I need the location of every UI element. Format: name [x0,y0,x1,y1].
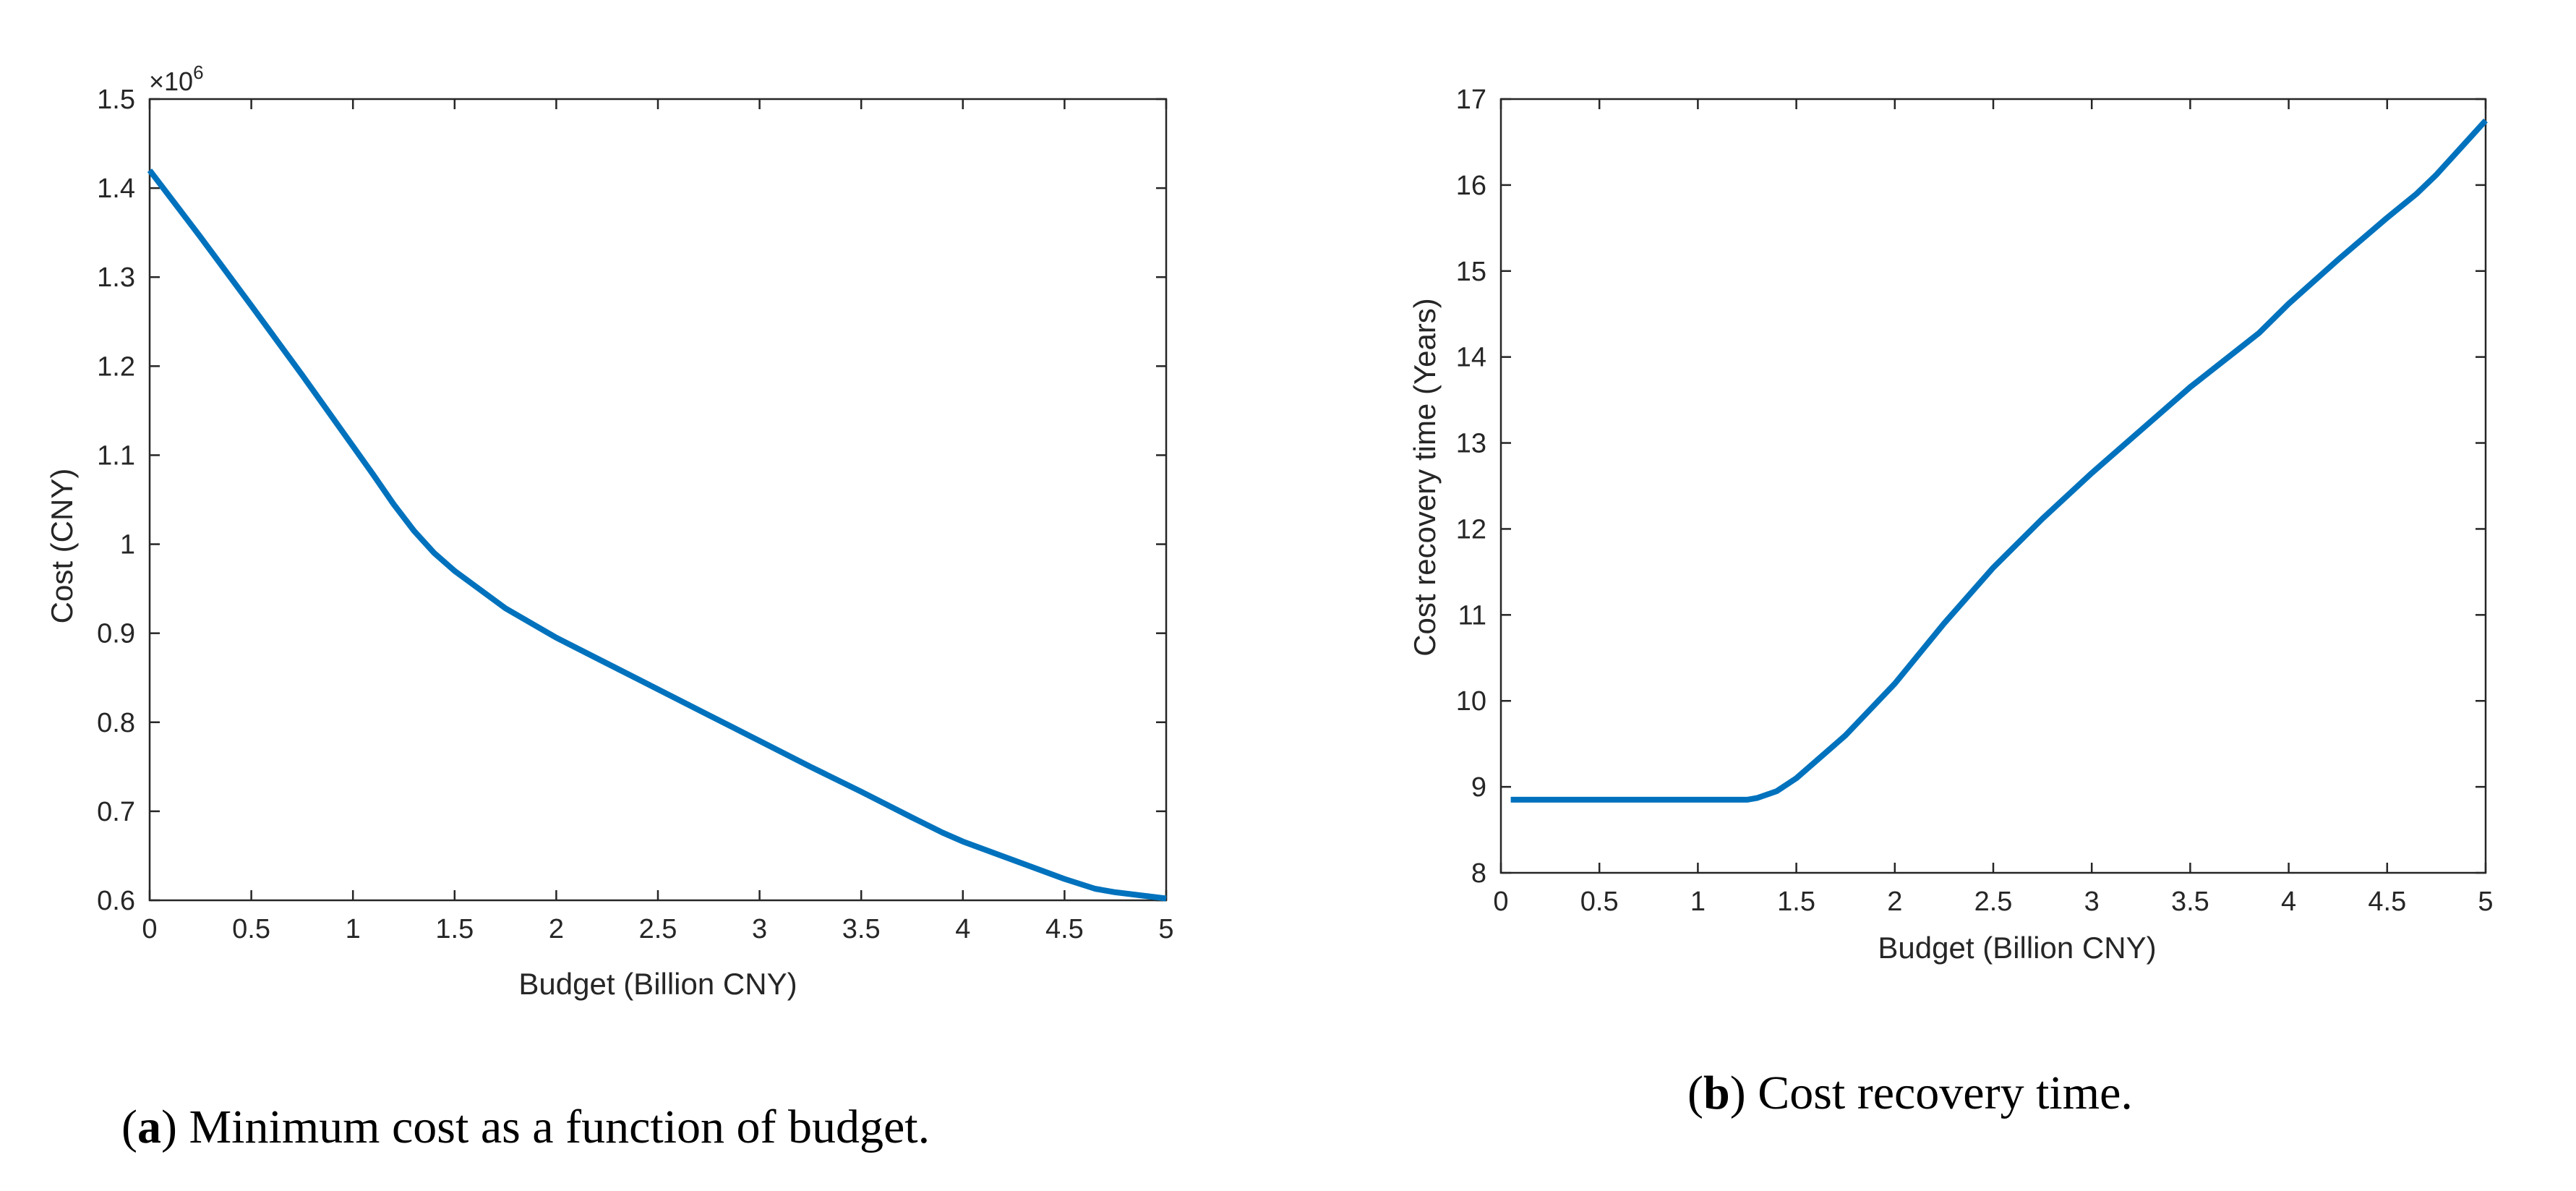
panel-a-x-tick-label: 0.5 [232,914,270,944]
panel-b-x-tick-label: 2 [1887,887,1902,917]
panel-a-y-tick-label: 0.6 [97,886,135,916]
panel-b-x-tick-label: 4 [2281,887,2296,917]
panel-a-series-line [147,168,1167,902]
panel-b-y-tick-label: 9 [1471,772,1486,803]
panel-b-chart: Budget (Billion CNY) Cost recovery time … [1408,85,2494,1119]
panel-b-caption: (b) Cost recovery time. [1687,1067,2133,1119]
panel-b-x-tick-label: 5 [2478,887,2493,917]
panel-b-series-line [1510,119,2488,803]
panel-a-caption: (a) Minimum cost as a function of budget… [121,1101,930,1153]
panel-a-y-tick-label: 1 [120,530,135,560]
panel-b-y-tick-label: 16 [1456,171,1486,201]
panel-a-x-tick-label: 0 [142,914,157,944]
panel-a-axes-box [148,98,1168,902]
panel-b-y-tick-label: 15 [1456,257,1486,287]
panel-a-y-exponent: ×106 [149,61,204,96]
panel-a-x-tick-label: 1 [346,914,361,944]
panel-b-x-tick-label: 4.5 [2368,887,2406,917]
panel-b-y-tick-label: 12 [1456,514,1486,545]
panel-a-y-tick-label: 0.7 [97,797,135,827]
panel-b-y-tick-label: 14 [1456,343,1486,373]
panel-a-y-tick-label: 1.4 [97,174,135,204]
panel-b-x-tick-label: 0.5 [1580,887,1619,917]
panel-a-ylabel: Cost (CNY) [45,469,79,624]
panel-b-axes-box [1499,98,2487,874]
panel-b-lines [1510,119,2488,803]
panel-a-x-tick-label: 4 [955,914,970,944]
panel-b-y-tick-label: 8 [1471,858,1486,889]
panel-b-x-tick-label: 3.5 [2171,887,2209,917]
panel-b-y-tick-label: 11 [1458,600,1486,631]
panel-b-ylabel: Cost recovery time (Years) [1408,298,1442,657]
panel-b-x-tick-label: 3 [2084,887,2100,917]
panel-a-y-tick-label: 1.5 [97,85,135,115]
panel-b-xlabel: Budget (Billion CNY) [1878,931,2156,965]
panel-a-x-tick-label: 2.5 [639,914,677,944]
panel-a-x-tick-label: 3.5 [842,914,881,944]
panel-a-x-tick-label: 2 [549,914,564,944]
panel-a-x-tick-label: 4.5 [1045,914,1084,944]
panel-a-x-tick-label: 5 [1158,914,1173,944]
panel-a-chart: ×106 Budget (Billion CNY) Cost (CNY) (a)… [45,61,1174,1153]
panel-a-y-tick-label: 1.1 [97,440,135,471]
panel-b-y-tick-label: 10 [1456,686,1486,717]
panel-a-y-tick-label: 1.3 [97,262,135,293]
panel-b-x-tick-label: 1 [1690,887,1706,917]
panel-b-x-tick-label: 1.5 [1777,887,1815,917]
panel-b-y-tick-label: 13 [1456,429,1486,459]
panel-a-x-tick-label: 3 [752,914,767,944]
panel-a-y-tick-label: 0.8 [97,708,135,738]
panel-a-y-tick-label: 1.2 [97,351,135,382]
panel-b-x-tick-label: 0 [1493,887,1508,917]
panel-a-x-tick-label: 1.5 [435,914,474,944]
panel-a-xlabel: Budget (Billion CNY) [518,967,797,1001]
panel-a-y-tick-label: 0.9 [97,619,135,649]
panel-b-y-tick-label: 17 [1456,85,1486,115]
panel-a-lines [147,168,1167,902]
panel-b-x-tick-label: 2.5 [1974,887,2013,917]
